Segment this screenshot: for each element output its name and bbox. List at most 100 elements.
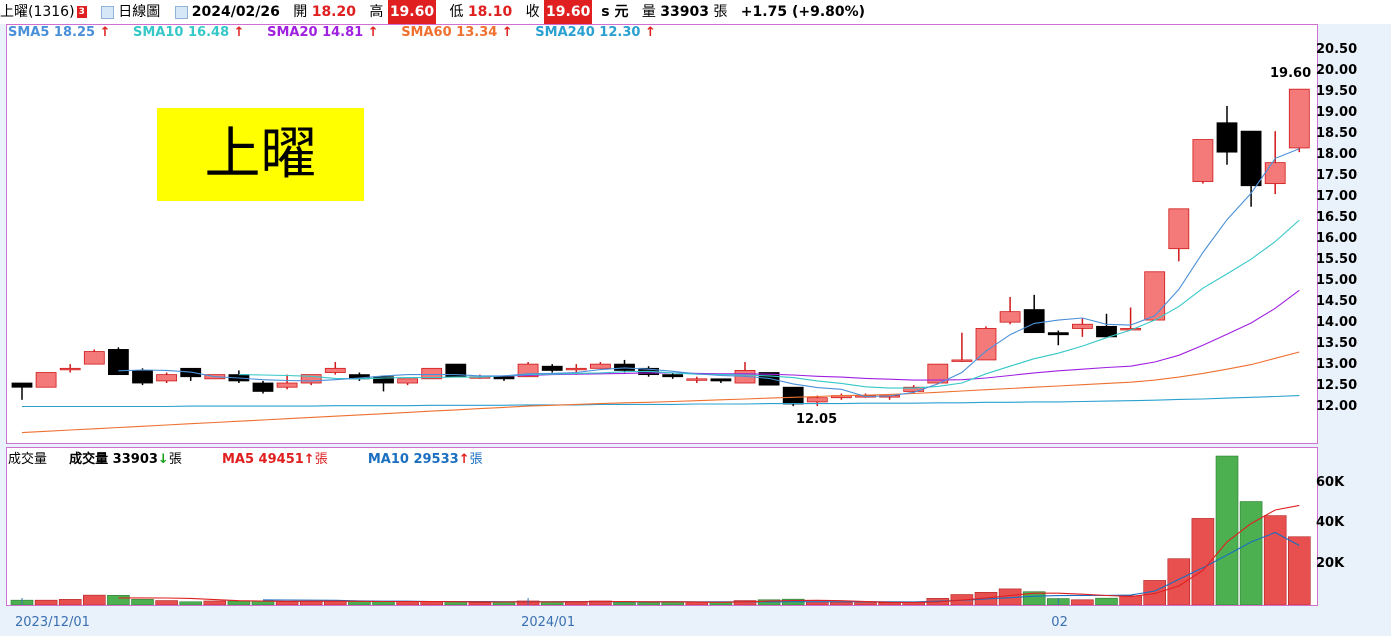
candle [975, 328, 997, 361]
candle [710, 378, 732, 382]
candle [686, 378, 708, 381]
candle [1288, 88, 1310, 149]
volume-bar [854, 602, 877, 606]
candle [324, 367, 346, 373]
candle [806, 397, 828, 403]
sma60-legend: SMA60 13.34 ↑ [401, 25, 513, 40]
volume-bar [58, 599, 82, 606]
volume-bar [275, 601, 299, 606]
quote-header: 上曜(1316) 3 日線圖 2024/02/26 開 18.20 高 19.60… [0, 0, 1391, 24]
candle [1096, 325, 1117, 338]
date-tick-label: 02 [1051, 615, 1068, 630]
candle [1144, 271, 1166, 321]
candle [83, 351, 105, 365]
date-value: 2024/02/26 [191, 4, 280, 20]
volume-bar [299, 601, 323, 606]
calendar-icon[interactable] [101, 5, 115, 19]
high-value: 19.60 [387, 0, 437, 24]
volume-bar [155, 600, 178, 606]
volume-bar [1167, 558, 1191, 606]
volume-bar [420, 601, 444, 606]
price-tick-label: 14.50 [1316, 294, 1358, 310]
candle [614, 363, 635, 371]
price-pane[interactable] [6, 24, 1318, 444]
volume-ma5-line [118, 504, 1300, 604]
sma240-legend: SMA240 12.30 ↑ [535, 25, 656, 40]
volume-bar [468, 602, 492, 606]
candle [927, 363, 949, 384]
date-tick-label: 2023/12/01 [15, 615, 90, 630]
min-annotation: 12.05 [796, 412, 838, 427]
open-label: 開 [293, 4, 308, 20]
volume-bar [83, 594, 106, 606]
volume-bar [1239, 501, 1263, 606]
volume-bar [1095, 597, 1118, 606]
stock-name[interactable]: 上曜(1316) [0, 4, 75, 20]
price-tick-label: 20.50 [1316, 42, 1358, 58]
dropdown-icon[interactable] [174, 5, 188, 19]
volume-bar [805, 601, 829, 606]
candle [373, 376, 394, 384]
sma20-legend: SMA20 14.81 ↑ [267, 25, 379, 40]
candle [1192, 139, 1214, 182]
volume-legend-ma10: MA10 29533↑張 [367, 452, 483, 467]
price-tick-label: 18.50 [1316, 126, 1358, 142]
price-tick-label: 16.00 [1316, 231, 1358, 247]
volume-label: 量 [641, 4, 656, 20]
candle [1264, 162, 1286, 185]
volume-legend-ma5: MA5 49451↑張 [221, 452, 328, 467]
volume-bar [613, 602, 636, 606]
volume-bar [1119, 595, 1142, 606]
price-tick-label: 19.50 [1316, 84, 1358, 100]
candle [252, 382, 274, 392]
candle [11, 382, 33, 388]
price-tick-label: 17.50 [1316, 168, 1358, 184]
candle [1216, 122, 1238, 153]
volume-bar [492, 601, 516, 606]
candle [782, 386, 804, 405]
price-tick-label: 20.00 [1316, 63, 1358, 79]
volume-bar [830, 601, 853, 606]
candle [565, 367, 587, 371]
candle [1072, 323, 1093, 329]
sma60-line [21, 351, 1300, 434]
volume-pane[interactable] [6, 447, 1318, 606]
change-value: +1.75 (+9.80%) [740, 4, 866, 20]
price-tick-label: 14.00 [1316, 315, 1358, 331]
candle [1240, 130, 1262, 187]
candle [1168, 208, 1190, 250]
sma5-line [118, 148, 1300, 398]
volume-bar [1071, 599, 1094, 606]
volume-bar [34, 599, 58, 606]
candle [493, 376, 515, 380]
price-tick-label: 15.50 [1316, 252, 1358, 268]
volume-bar [227, 600, 251, 606]
price-tick-label: 15.00 [1316, 273, 1358, 289]
max-annotation: 19.60 [1270, 66, 1312, 81]
period-label[interactable]: 日線圖 [118, 4, 161, 20]
candle [108, 349, 129, 376]
price-tick-label: 13.50 [1316, 336, 1358, 352]
candle [397, 378, 419, 384]
candle [541, 365, 563, 371]
date-tick-label: 2024/01 [521, 615, 576, 630]
candle [590, 363, 611, 369]
candle [951, 359, 973, 362]
high-label: 高 [369, 4, 384, 20]
volume-chart [10, 455, 1311, 606]
volume-bar [348, 601, 371, 606]
volume-tick-label: 40K [1316, 515, 1345, 531]
volume-bar [107, 595, 130, 606]
open-value: 18.20 [311, 4, 356, 20]
price-tick-label: 12.50 [1316, 378, 1358, 394]
candle [1047, 332, 1069, 336]
volume-bar [661, 601, 685, 606]
price-tick-label: 19.00 [1316, 105, 1358, 121]
volume-bar [179, 601, 202, 606]
volume-bar [1288, 536, 1311, 606]
volume-bar [396, 601, 419, 606]
volume-tick-label: 60K [1316, 475, 1345, 491]
candle [300, 374, 322, 384]
candle [156, 374, 178, 382]
volume-unit: 張 [713, 4, 728, 20]
